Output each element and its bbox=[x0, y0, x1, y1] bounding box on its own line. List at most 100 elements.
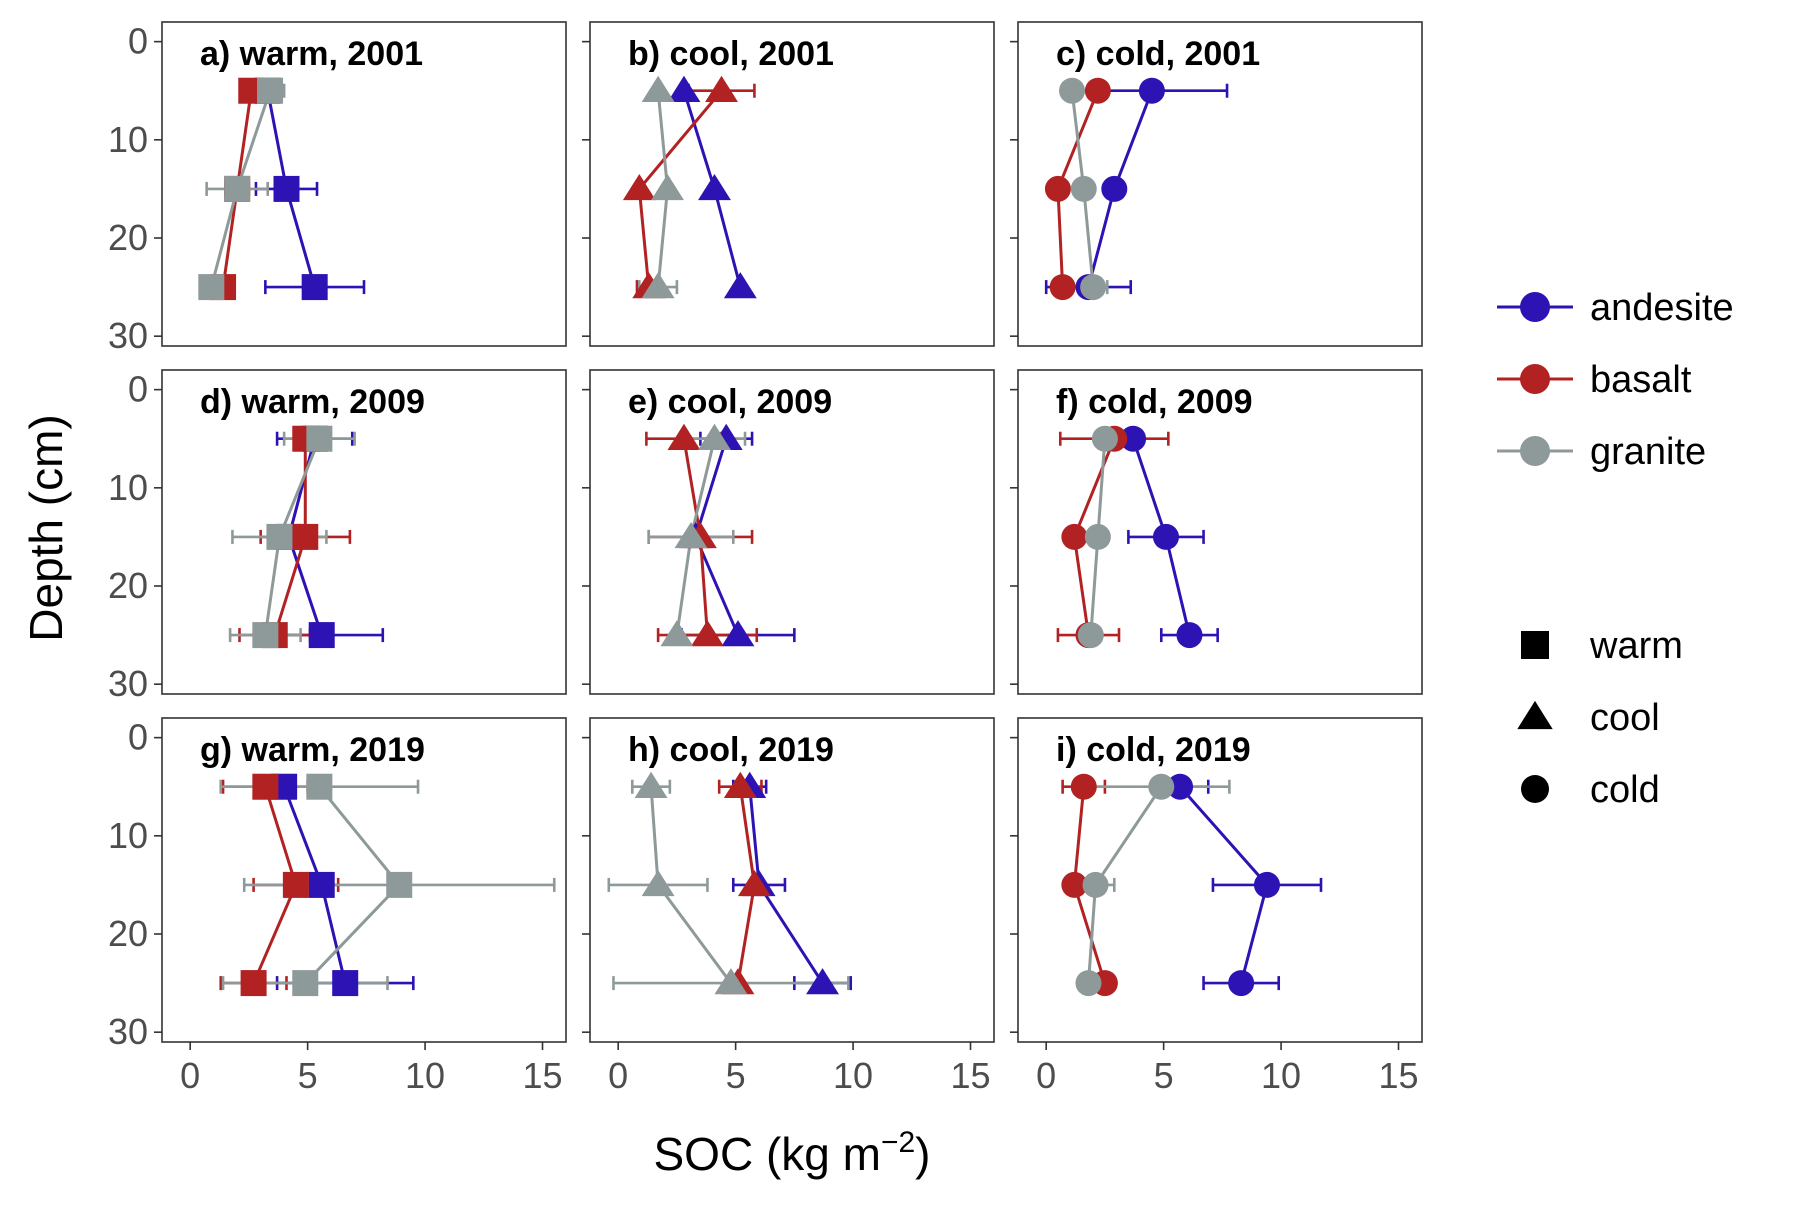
panel-data bbox=[622, 75, 757, 299]
y-tick-label: 30 bbox=[108, 1011, 148, 1052]
data-point-granite bbox=[224, 175, 251, 202]
legend-marker bbox=[1521, 775, 1549, 803]
data-point-andesite bbox=[698, 173, 731, 201]
data-point-granite bbox=[651, 173, 684, 201]
y-tick-label: 20 bbox=[108, 913, 148, 954]
data-point-granite bbox=[1084, 523, 1111, 550]
data-point-basalt bbox=[622, 173, 656, 201]
panel-data bbox=[607, 771, 853, 995]
data-point-basalt bbox=[240, 970, 267, 997]
data-point-andesite bbox=[1253, 871, 1280, 898]
data-point-basalt bbox=[723, 771, 757, 798]
panel-data bbox=[1061, 773, 1323, 997]
legend-label: granite bbox=[1590, 431, 1706, 473]
data-point-granite bbox=[1082, 871, 1109, 898]
y-tick-label: 0 bbox=[128, 717, 148, 758]
data-point-granite bbox=[1091, 425, 1118, 452]
data-point-andesite bbox=[1101, 175, 1128, 202]
panel-3: c) cold, 2001 bbox=[1010, 21, 1423, 347]
panels: 0 10 20 30 a) warm, 2001 b) cool, 2001 c) cold… bbox=[108, 21, 1423, 1096]
panel-data bbox=[1056, 425, 1219, 649]
panel-4: 0 10 20 30 d) warm, 2009 bbox=[108, 369, 567, 704]
legend: andesite basalt granite warm cool cold bbox=[1497, 287, 1734, 811]
data-point-granite bbox=[386, 871, 413, 898]
x-axis-title-superscript: −2 bbox=[881, 1126, 915, 1159]
y-tick-label: 10 bbox=[108, 119, 148, 160]
y-tick-label: 0 bbox=[128, 369, 148, 410]
panel-8: 0 5 10 15 h) cool, 2019 bbox=[582, 717, 995, 1096]
x-tick-label: 5 bbox=[1154, 1055, 1174, 1096]
panel-title: e) cool, 2009 bbox=[628, 383, 832, 421]
data-point-granite bbox=[306, 425, 333, 452]
panel-title: h) cool, 2019 bbox=[628, 731, 834, 769]
legend-marker bbox=[1521, 631, 1549, 659]
panel-7: 0 10 20 30 0 5 10 15 g) warm, 2019 bbox=[108, 717, 567, 1096]
y-tick-label: 10 bbox=[108, 467, 148, 508]
data-point-granite bbox=[1075, 970, 1102, 997]
data-point-basalt bbox=[1044, 175, 1071, 202]
data-point-basalt bbox=[1061, 871, 1088, 898]
data-point-basalt bbox=[667, 423, 701, 450]
data-point-andesite bbox=[273, 175, 300, 202]
data-point-andesite bbox=[301, 274, 328, 301]
x-tick-label: 10 bbox=[833, 1055, 873, 1096]
data-point-granite bbox=[698, 423, 731, 450]
legend-label: andesite bbox=[1590, 287, 1734, 329]
data-point-andesite bbox=[806, 968, 839, 995]
data-point-andesite bbox=[1152, 523, 1179, 550]
x-axis-title: SOC (kg m−2) bbox=[653, 1126, 930, 1180]
data-point-basalt bbox=[1049, 274, 1076, 301]
legend-item-granite: granite bbox=[1497, 431, 1706, 473]
data-point-andesite bbox=[1167, 773, 1194, 800]
panel-data bbox=[228, 425, 385, 649]
panel-title: f) cold, 2009 bbox=[1056, 383, 1253, 421]
panel-title: g) warm, 2019 bbox=[200, 731, 425, 769]
y-tick-label: 10 bbox=[108, 815, 148, 856]
legend-label: basalt bbox=[1590, 359, 1692, 401]
data-point-granite bbox=[641, 272, 675, 299]
legend-item-warm: warm bbox=[1521, 625, 1683, 667]
panel-data bbox=[198, 77, 366, 301]
y-tick-label: 20 bbox=[108, 217, 148, 258]
panel-frame bbox=[161, 717, 567, 1043]
data-point-granite bbox=[306, 773, 333, 800]
x-axis-title-main: SOC (kg m bbox=[653, 1128, 880, 1180]
data-point-granite bbox=[1148, 773, 1175, 800]
x-tick-label: 0 bbox=[608, 1055, 628, 1096]
data-point-granite bbox=[1070, 175, 1097, 202]
x-tick-label: 15 bbox=[950, 1055, 990, 1096]
panel-title: i) cold, 2019 bbox=[1056, 731, 1251, 769]
data-point-granite bbox=[634, 771, 668, 798]
panel-data bbox=[1044, 77, 1229, 301]
data-point-granite bbox=[198, 274, 225, 301]
panel-6: f) cold, 2009 bbox=[1010, 369, 1423, 695]
data-point-granite bbox=[660, 620, 694, 647]
panel-title: a) warm, 2001 bbox=[200, 35, 423, 73]
data-point-granite bbox=[674, 521, 708, 549]
data-point-andesite bbox=[667, 75, 701, 102]
x-tick-label: 0 bbox=[1036, 1055, 1056, 1096]
y-tick-label: 30 bbox=[108, 315, 148, 356]
panel-title: b) cool, 2001 bbox=[628, 35, 834, 73]
legend-item-cool: cool bbox=[1517, 697, 1660, 739]
data-point-granite bbox=[641, 869, 675, 897]
data-point-basalt bbox=[1084, 77, 1111, 104]
x-tick-label: 15 bbox=[1378, 1055, 1418, 1096]
legend-label: warm bbox=[1589, 625, 1683, 667]
x-tick-label: 0 bbox=[180, 1055, 200, 1096]
x-tick-label: 5 bbox=[726, 1055, 746, 1096]
panel-5: e) cool, 2009 bbox=[582, 369, 995, 695]
panel-9: 0 5 10 15 i) cold, 2019 bbox=[1010, 717, 1423, 1096]
y-axis-title: Depth (cm) bbox=[20, 414, 72, 641]
legend-marker bbox=[1520, 436, 1550, 466]
panel-2: b) cool, 2001 bbox=[582, 21, 995, 347]
data-point-granite bbox=[292, 970, 319, 997]
legend-marker bbox=[1520, 364, 1550, 394]
panel-data bbox=[219, 773, 556, 997]
data-point-granite bbox=[1077, 622, 1104, 649]
data-point-granite bbox=[714, 968, 748, 995]
data-point-andesite bbox=[308, 622, 335, 649]
data-point-basalt bbox=[292, 523, 319, 550]
data-point-granite bbox=[1080, 274, 1107, 301]
